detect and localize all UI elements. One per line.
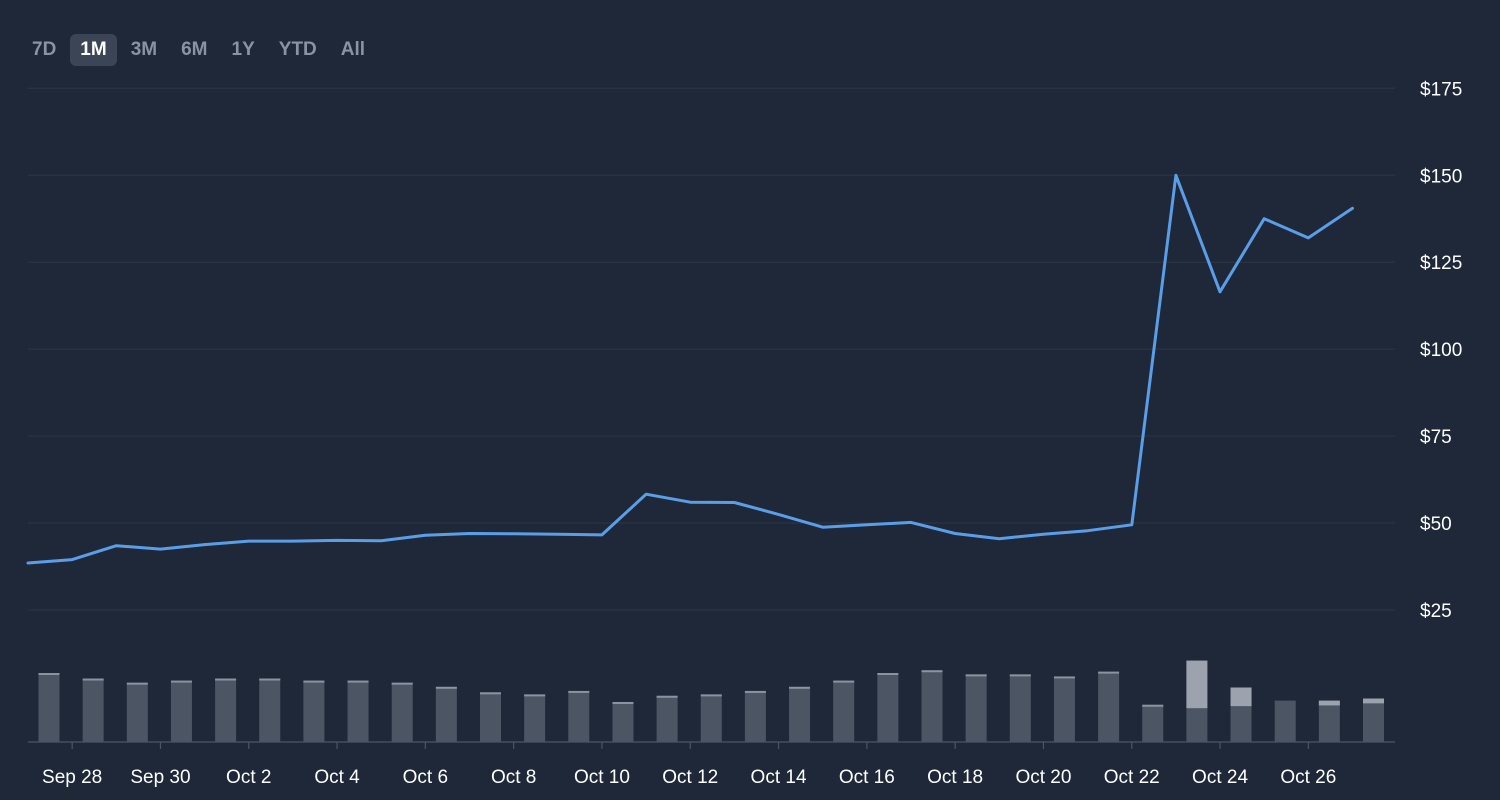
x-tick-label: Oct 20 [1015,767,1071,788]
volume-bar-cap [1009,674,1031,677]
volume-bar-cap [1142,704,1164,707]
range-1m-button[interactable]: 1M [70,34,117,66]
volume-bar [38,673,60,742]
volume-bar-cap [877,673,899,675]
volume-bar [215,678,237,742]
volume-bar [524,694,546,742]
volume-bar-cap [480,692,501,695]
x-tick-label: Oct 12 [662,767,718,788]
volume-bar [1142,704,1164,742]
volume-bar [744,690,766,742]
time-range-selector: 7D 1M 3M 6M 1Y YTD All [22,34,375,66]
volume-bar-highlight [1230,687,1252,707]
y-tick-label: $75 [1420,427,1452,448]
y-tick-label: $25 [1420,601,1452,622]
volume-bar [833,680,855,742]
volume-bar [1098,671,1120,742]
volume-bar-cap [259,678,281,681]
volume-bar-cap [126,682,148,685]
volume-bar [480,692,501,742]
volume-bar-cap [568,690,590,693]
volume-bar-cap [965,674,987,677]
volume-bar [82,678,104,742]
volume-bar-cap [744,690,766,693]
range-6m-button[interactable]: 6M [181,39,208,60]
volume-bar [877,673,899,742]
volume-bar [126,682,148,742]
volume-bar-cap [170,680,192,683]
price-line [26,173,1354,565]
volume-bar-cap [1098,671,1120,674]
volume-bar [435,686,457,742]
volume-bar [789,686,811,742]
x-tick-label: Oct 10 [574,767,630,788]
range-1y-button[interactable]: 1Y [231,39,255,60]
y-tick-label: $125 [1420,253,1462,274]
volume-bar [700,694,722,742]
volume-bar [1318,700,1340,742]
x-tick-label: Oct 2 [226,767,271,788]
volume-bar [1363,698,1384,742]
volume-bar [391,682,413,742]
y-tick-label: $100 [1420,340,1462,361]
x-tick-label: Oct 8 [491,767,536,788]
volume-bar-cap [700,694,722,697]
volume-bar-cap [921,670,943,673]
volume-bar [965,674,987,742]
x-tick-label: Oct 4 [314,767,360,788]
volume-bar-cap [435,686,457,689]
volume-bar [921,670,943,742]
range-7d-button[interactable]: 7D [32,39,57,60]
volume-bar [259,678,281,742]
x-tick-label: Oct 22 [1104,767,1160,788]
range-ytd-button[interactable]: YTD [278,39,317,60]
x-tick-label: Oct 26 [1280,767,1336,788]
y-tick-label: $150 [1420,166,1462,187]
volume-bar-highlight [1186,660,1208,709]
x-tick-label: Oct 18 [927,767,983,788]
volume-bar-cap [789,686,811,689]
volume-bar-cap [1053,676,1075,679]
volume-bar-cap [391,682,413,685]
y-tick-label: $175 [1420,79,1462,100]
x-tick-label: Oct 16 [839,767,895,788]
x-tick-label: Sep 28 [42,767,102,788]
volume-bar [656,695,678,742]
range-all-button[interactable]: All [340,39,366,60]
volume-bar-highlight [1363,698,1384,704]
volume-bar [1009,674,1031,742]
volume-bar [612,701,634,742]
volume-bar-cap [82,678,104,681]
volume-bar-cap [38,673,60,675]
x-tick-label: Oct 24 [1192,767,1248,788]
volume-bar [1274,700,1296,742]
volume-bar [303,680,325,742]
volume-bar-cap [347,680,369,683]
volume-bar-cap [612,701,634,704]
volume-bar [568,690,590,742]
range-3m-button[interactable]: 3M [130,39,158,60]
volume-bar-cap [303,680,325,683]
volume-bar [1053,676,1075,742]
volume-bar-highlight [1318,700,1340,706]
volume-bar [347,680,369,742]
volume-bar-cap [524,694,546,697]
volume-bar-cap [215,678,237,681]
x-tick-label: Oct 6 [403,767,448,788]
volume-bar-cap [656,695,678,698]
y-tick-label: $50 [1420,514,1452,535]
volume-bar [170,680,192,742]
x-tick-label: Sep 30 [130,767,190,788]
volume-bar-cap [833,680,855,683]
x-tick-label: Oct 14 [751,767,807,788]
